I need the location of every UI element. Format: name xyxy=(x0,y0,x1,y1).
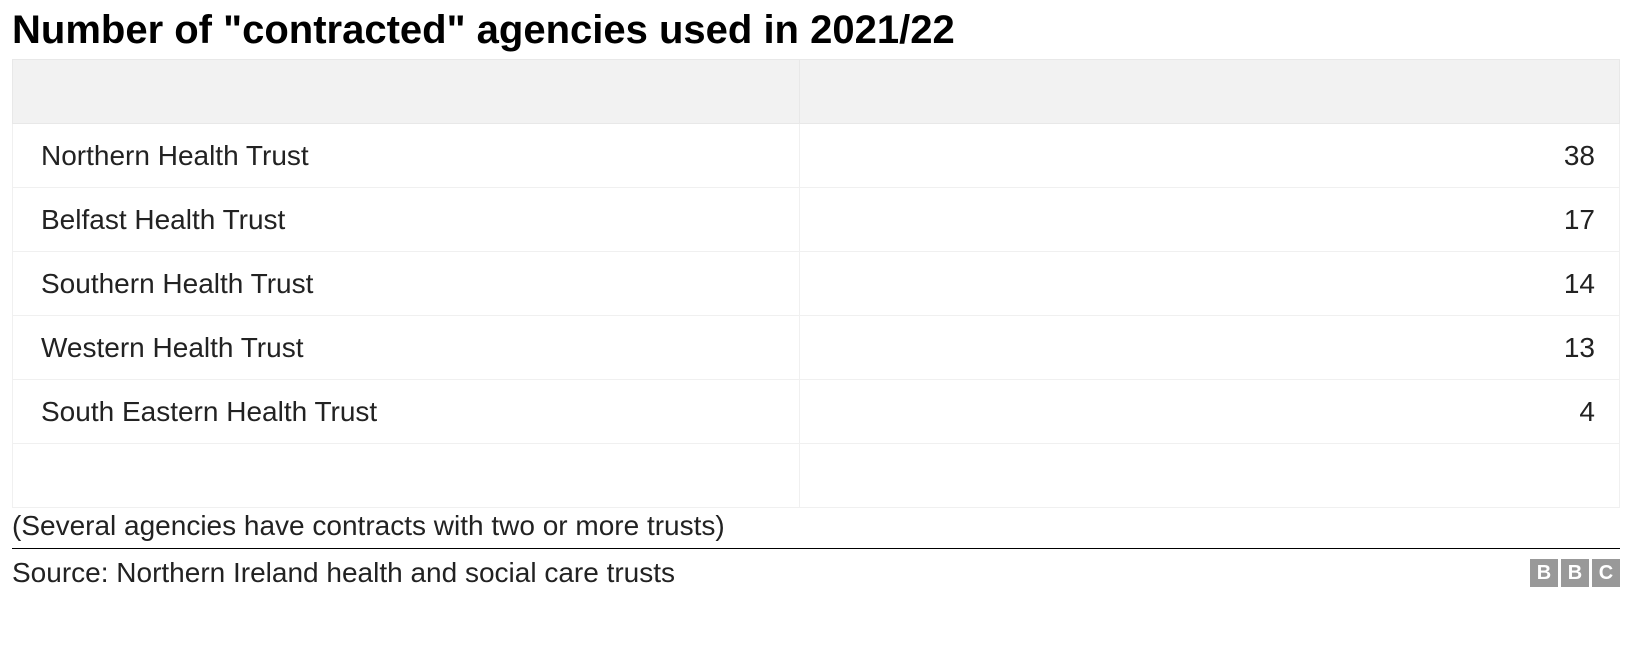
table-header-value xyxy=(800,60,1620,124)
table-cell-label: Belfast Health Trust xyxy=(13,188,800,252)
table-cell-label: Northern Health Trust xyxy=(13,124,800,188)
bbc-logo: B B C xyxy=(1530,559,1620,587)
table-row: South Eastern Health Trust 4 xyxy=(13,380,1620,444)
table-row: Northern Health Trust 38 xyxy=(13,124,1620,188)
source-text: Source: Northern Ireland health and soci… xyxy=(12,557,675,589)
table-empty-cell xyxy=(800,444,1620,508)
bbc-logo-letter: B xyxy=(1561,559,1589,587)
table-cell-label: South Eastern Health Trust xyxy=(13,380,800,444)
table-row: Southern Health Trust 14 xyxy=(13,252,1620,316)
chart-title: Number of "contracted" agencies used in … xyxy=(12,8,1620,53)
table-cell-value: 14 xyxy=(800,252,1620,316)
table-header-label xyxy=(13,60,800,124)
table-cell-label: Southern Health Trust xyxy=(13,252,800,316)
bbc-logo-letter: C xyxy=(1592,559,1620,587)
table-empty-cell xyxy=(13,444,800,508)
table-cell-value: 13 xyxy=(800,316,1620,380)
chart-container: Number of "contracted" agencies used in … xyxy=(0,0,1632,597)
table-cell-value: 17 xyxy=(800,188,1620,252)
table-cell-value: 4 xyxy=(800,380,1620,444)
table-cell-label: Western Health Trust xyxy=(13,316,800,380)
table-row: Western Health Trust 13 xyxy=(13,316,1620,380)
chart-footer: Source: Northern Ireland health and soci… xyxy=(12,557,1620,589)
table-cell-value: 38 xyxy=(800,124,1620,188)
table-header-row xyxy=(13,60,1620,124)
bbc-logo-letter: B xyxy=(1530,559,1558,587)
table-row: Belfast Health Trust 17 xyxy=(13,188,1620,252)
chart-note: (Several agencies have contracts with tw… xyxy=(12,510,1620,549)
table-empty-row xyxy=(13,444,1620,508)
data-table: Northern Health Trust 38 Belfast Health … xyxy=(12,59,1620,508)
